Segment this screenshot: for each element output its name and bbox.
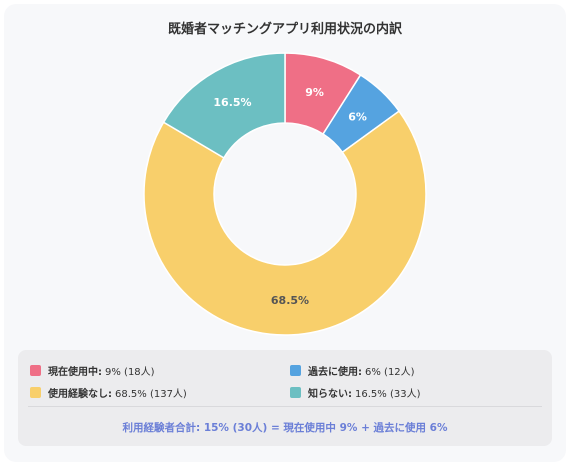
legend-item-never-used: 使用経験なし: 68.5% (137人) [30, 384, 187, 400]
summary-text: 利用経験者合計: 15% (30人) = 現在使用中 9% + 過去に使用 6% [122, 422, 448, 434]
legend-item-unaware: 知らない: 16.5% (33人) [290, 384, 420, 400]
slice-label: 68.5% [271, 294, 309, 307]
legend-name: 過去に使用: [308, 366, 362, 378]
slice-label: 9% [305, 86, 324, 99]
legend-swatch [30, 364, 41, 376]
legend-value: 68.5% (137人) [115, 388, 187, 400]
legend-value: 6% (12人) [365, 366, 415, 378]
legend-swatch [290, 386, 301, 398]
slice-label: 16.5% [213, 96, 251, 109]
chart-card: 既婚者マッチングアプリ利用状況の内訳 9% 6% 68.5% 16.5% 現在使用中:… [4, 4, 566, 462]
legend-swatch [290, 364, 301, 376]
donut-chart: 9% 6% 68.5% 16.5% [143, 52, 427, 336]
slice-never-used [143, 110, 427, 336]
legend-item-past-use: 過去に使用: 6% (12人) [290, 362, 415, 378]
legend-item-current-use: 現在使用中: 9% (18人) [30, 362, 155, 378]
legend-name: 現在使用中: [48, 366, 102, 378]
legend-panel: 現在使用中: 9% (18人) 過去に使用: 6% (12人) 使用経験なし: … [18, 350, 552, 446]
legend-name: 使用経験なし: [48, 388, 112, 400]
legend-divider [28, 406, 542, 407]
legend-value: 16.5% (33人) [355, 388, 421, 400]
legend-swatch [30, 386, 41, 398]
legend-name: 知らない: [308, 388, 352, 400]
slice-label: 6% [348, 111, 367, 124]
legend-value: 9% (18人) [105, 366, 155, 378]
chart-title: 既婚者マッチングアプリ利用状況の内訳 [167, 22, 402, 37]
slice-unaware [162, 52, 286, 159]
